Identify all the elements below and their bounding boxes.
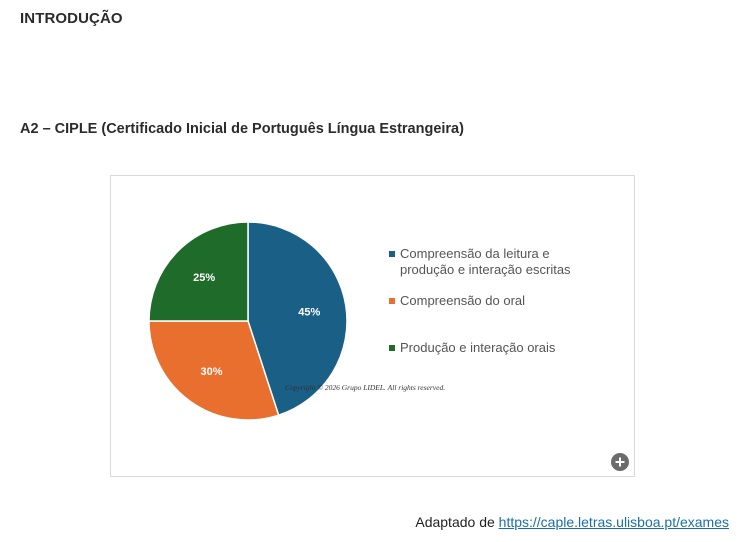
source-attribution: Adaptado de https://caple.letras.ulisboa… (415, 514, 729, 530)
page-subtitle: A2 – CIPLE (Certificado Inicial de Portu… (20, 121, 464, 137)
pie-slice-orais (148, 221, 249, 322)
legend-item-leitura-escrita: Compreensão da leitura e produção e inte… (389, 246, 600, 278)
legend-label: Produção e interação orais (400, 340, 556, 355)
legend-item-oral: Compreensão do oral (389, 293, 600, 309)
legend-item-orais: Produção e interação orais (389, 340, 600, 356)
pie-slice-leitura-escrita (247, 221, 348, 417)
source-link[interactable]: https://caple.letras.ulisboa.pt/exames (498, 514, 729, 530)
copyright-notice: Copyright © 2026 Grupo LIDEL. All rights… (285, 383, 446, 392)
plus-icon (615, 457, 625, 467)
pie-label-oral: 30% (201, 366, 223, 378)
pie-chart: 45% 30% 25% (148, 221, 348, 421)
zoom-button[interactable] (611, 453, 629, 471)
legend-swatch (389, 251, 395, 257)
pie-slice-oral (148, 320, 280, 421)
source-prefix: Adaptado de (415, 514, 499, 530)
legend-swatch (389, 345, 395, 351)
pie-label-leitura-escrita: 45% (298, 306, 320, 318)
pie-label-orais: 25% (193, 272, 215, 284)
legend-label: Compreensão da leitura e produção e inte… (400, 246, 571, 277)
legend-swatch (389, 298, 395, 304)
legend-label: Compreensão do oral (400, 293, 526, 308)
pie-chart-figure: 45% 30% 25% Compreensão da leitura e produ… (110, 175, 635, 477)
section-title: INTRODUÇÃO (20, 10, 123, 27)
